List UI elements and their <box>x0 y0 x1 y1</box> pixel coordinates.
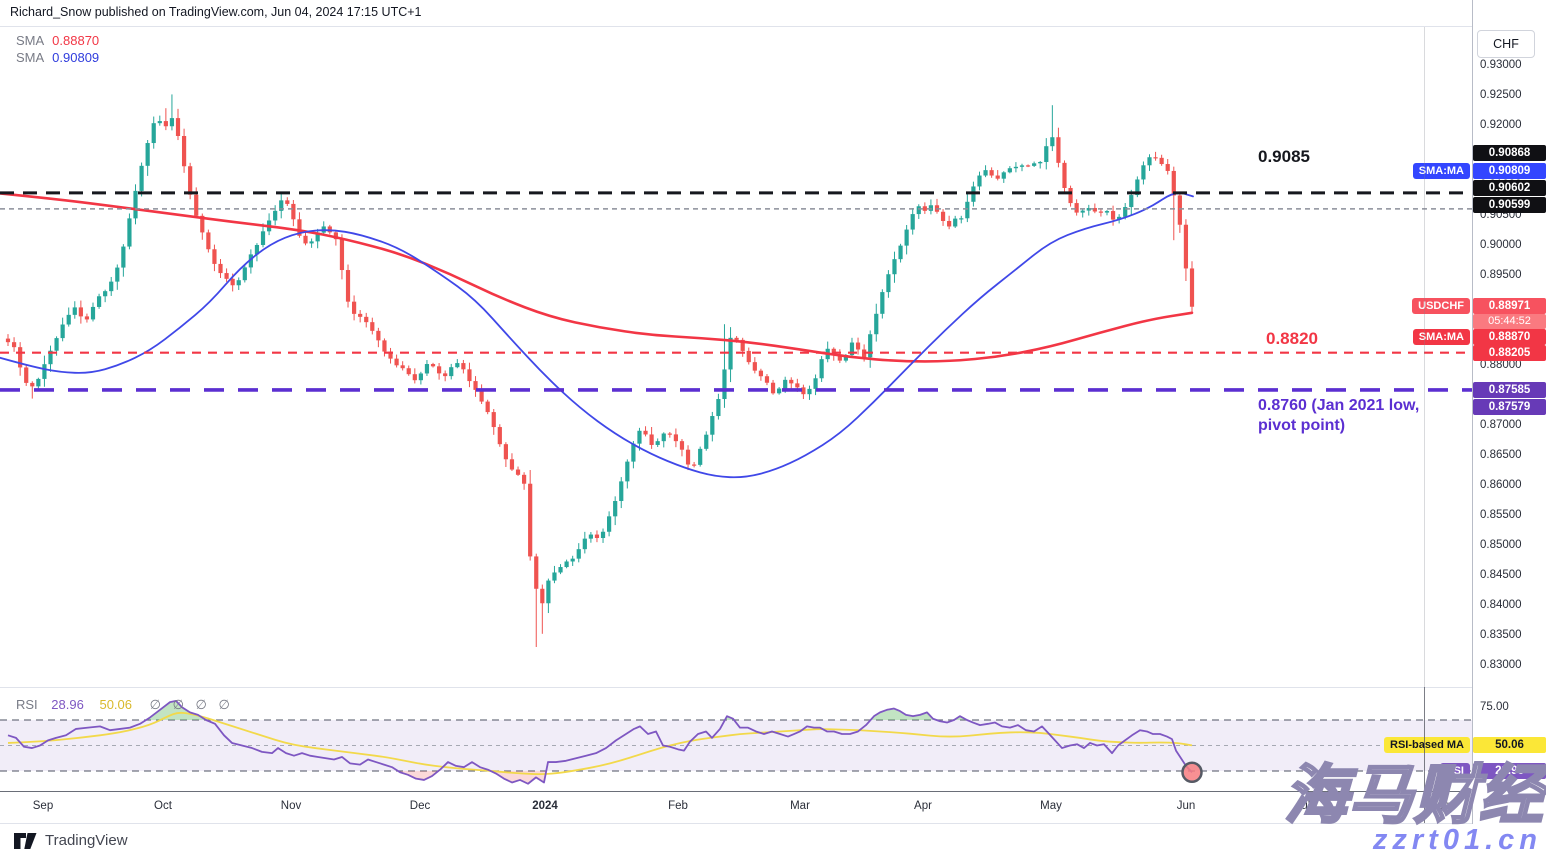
axis-price-label: 0.90599 <box>1473 197 1546 213</box>
axis-price-label: 0.87579 <box>1473 399 1546 415</box>
time-axis-label-Jul: Jul <box>1295 800 1311 812</box>
axis-price-label: 0.90868 <box>1473 145 1546 161</box>
axis-price-label: 50.06 <box>1473 737 1546 753</box>
url-watermark: zzrt01.cn <box>1372 824 1542 856</box>
time-axis-label-Aug: Aug <box>1429 800 1451 812</box>
time-axis-label-Dec: Dec <box>409 800 431 812</box>
time-axis-label-Nov: Nov <box>280 800 302 812</box>
sma2-label: SMA <box>16 50 45 65</box>
price-tick: 0.89500 <box>1480 269 1522 281</box>
pane-separator[interactable] <box>0 687 1546 688</box>
price-tick: 0.92500 <box>1480 89 1522 101</box>
axis-price-label: 0.88205 <box>1473 345 1546 361</box>
time-axis-label-Apr: Apr <box>914 800 932 812</box>
bottom-toolbar: TradingView <box>0 824 1546 857</box>
sma-red-line[interactable] <box>0 192 1194 363</box>
axis-price-label: 0.90809 <box>1473 163 1546 179</box>
crosshair-vertical-line-lower <box>1424 687 1425 823</box>
publish-caption: Richard_Snow published on TradingView.co… <box>10 5 422 19</box>
bar-countdown-timer: 05:44:52 <box>1473 314 1546 329</box>
rsi-line[interactable] <box>7 699 1193 785</box>
time-axis-label-Oct: Oct <box>154 800 172 812</box>
sma1-value: 0.88870 <box>52 33 100 48</box>
price-tick: 0.84500 <box>1480 569 1522 581</box>
price-tick: 0.90000 <box>1480 239 1522 251</box>
axis-series-pill: RSI <box>1439 763 1470 779</box>
axis-series-pill: RSI-based MA <box>1384 737 1470 753</box>
tradingview-logo-icon[interactable] <box>14 832 37 849</box>
time-axis-label-Feb: Feb <box>668 800 688 812</box>
price-axis[interactable]: CHF 0.930000.925000.920000.915000.910000… <box>1473 0 1546 824</box>
price-tick: 0.86000 <box>1480 479 1522 491</box>
price-tick: 0.87000 <box>1480 419 1522 431</box>
currency-toggle-button[interactable]: CHF <box>1477 30 1535 58</box>
axis-series-pill: USDCHF <box>1412 298 1470 314</box>
rsi-legend-row[interactable]: RSI 28.96 50.06 ∅ ∅ ∅ ∅ <box>16 697 230 713</box>
rsi-axis-tick: 75.00 <box>1480 701 1509 713</box>
publish-title-bar: Richard_Snow published on TradingView.co… <box>0 0 1546 27</box>
axis-price-label: 0.87585 <box>1473 382 1546 398</box>
time-axis-label-2024: 2024 <box>532 800 558 812</box>
rsi-label: RSI <box>16 697 38 712</box>
axis-price-label: 28.96 <box>1473 763 1546 779</box>
rsi-empty-band-3: ∅ <box>218 697 230 712</box>
rsi-value: 28.96 <box>51 697 84 712</box>
sma-blue-line[interactable] <box>0 192 1194 479</box>
price-tick: 0.84000 <box>1480 599 1522 611</box>
axis-bottom-separator <box>0 823 1546 824</box>
annotation-resistance-text[interactable]: 0.9085 <box>1258 147 1310 166</box>
price-tick: 0.88000 <box>1480 359 1522 371</box>
rsi-ma-value: 50.06 <box>99 697 133 712</box>
price-tick: 0.92000 <box>1480 119 1522 131</box>
time-axis-label-Sep: Sep <box>32 800 54 812</box>
sma2-value: 0.90809 <box>52 50 100 65</box>
rsi-based-ma-line[interactable] <box>7 711 1193 776</box>
price-tick: 0.86500 <box>1480 449 1522 461</box>
price-tick: 0.85000 <box>1480 539 1522 551</box>
time-axis-label-Jun: Jun <box>1176 800 1196 812</box>
sma1-legend-row[interactable]: SMA 0.88870 <box>16 33 99 48</box>
crosshair-vertical-line <box>1424 27 1425 687</box>
rsi-oversold-highlight-circle[interactable] <box>1181 761 1203 784</box>
axis-price-label: 0.88870 <box>1473 329 1546 345</box>
axis-series-pill: SMA:MA <box>1412 163 1470 179</box>
cjk-watermark: 海马财经 <box>1283 758 1545 835</box>
price-tick: 0.93000 <box>1480 59 1522 71</box>
axis-series-pill: SMA:MA <box>1412 329 1470 345</box>
price-tick: 0.85500 <box>1480 509 1522 521</box>
sma1-label: SMA <box>16 33 45 48</box>
time-axis-label-Mar: Mar <box>790 800 810 812</box>
rsi-empty-band-2: ∅ <box>195 697 207 712</box>
rsi-empty-band-0: ∅ <box>149 697 161 712</box>
rsi-indicator-chart[interactable] <box>0 687 1472 791</box>
rsi-empty-band-1: ∅ <box>172 697 184 712</box>
axis-price-label: 0.90602 <box>1473 180 1546 196</box>
time-axis[interactable]: Sep Oct Nov Dec 2024 Feb Mar Apr May Jun Jul Aug <box>0 791 1546 825</box>
rsi-overbought-fill <box>8 700 1192 720</box>
candlesticks <box>5 94 1195 647</box>
price-tick: 0.83500 <box>1480 629 1522 641</box>
sma2-legend-row[interactable]: SMA 0.90809 <box>16 50 99 65</box>
price-tick: 0.83000 <box>1480 659 1522 671</box>
annotation-support-text[interactable]: 0.8820 <box>1266 329 1318 348</box>
annotation-pivot-text[interactable]: 0.8760 (Jan 2021 low, pivot point) <box>1258 397 1420 434</box>
candlestick-chart[interactable] <box>0 27 1472 687</box>
time-axis-label-May: May <box>1040 800 1062 812</box>
axis-price-label: 0.88971 <box>1473 298 1546 314</box>
price-axis-border <box>1472 0 1473 824</box>
tradingview-brand-link[interactable]: TradingView <box>45 832 128 849</box>
